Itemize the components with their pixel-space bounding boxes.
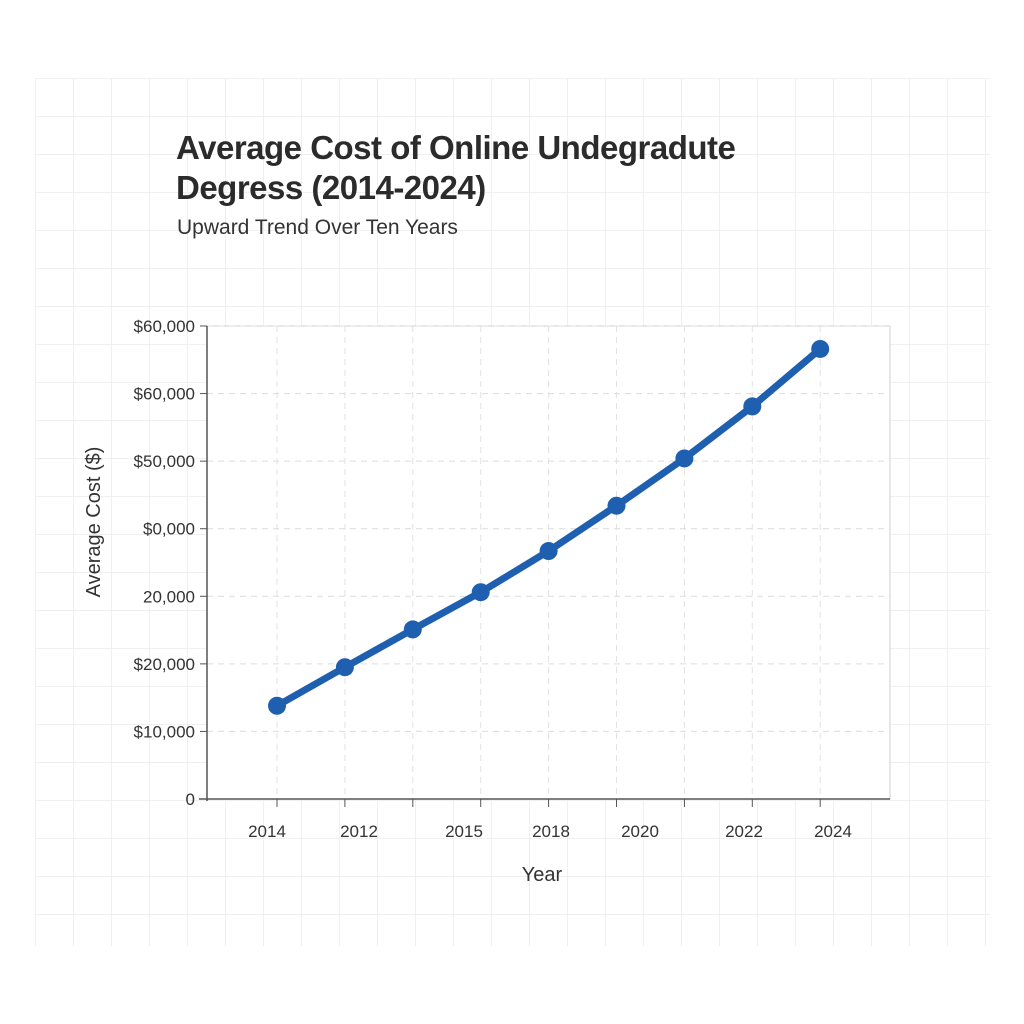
y-tick-label: $10,000 [134,722,195,741]
chart-subtitle: Upward Trend Over Ten Years [177,216,458,239]
chart-title: Average Cost of Online Undegradute Degre… [176,128,736,208]
y-tick-label: $50,000 [134,452,195,471]
data-point [335,658,354,677]
x-tick-label: 2015 [445,822,483,841]
data-point [471,583,490,602]
data-point [539,542,558,561]
chart-title-line-1: Average Cost of Online Undegradute [176,129,736,166]
x-tick-label: 2022 [725,822,763,841]
data-point [743,397,762,416]
x-tick-label: 2014 [248,822,286,841]
x-axis-label: Year [522,864,563,886]
y-tick-label: $60,000 [134,385,195,404]
x-tick-label: 2020 [621,822,659,841]
chart-title-line-2: Degress (2014-2024) [176,169,486,206]
y-tick-label: $60,000 [134,317,195,336]
y-tick-label: 0 [186,790,195,809]
x-tick-label: 2024 [814,822,852,841]
data-point [675,449,694,468]
y-tick-label: 20,000 [143,587,195,606]
x-tick-label: 2018 [532,822,570,841]
y-tick-label: $0,000 [143,520,195,539]
y-axis-label: Average Cost ($) [83,447,105,598]
x-tick-label: 2012 [340,822,378,841]
data-point [607,496,626,515]
data-point [268,696,286,715]
y-tick-label: $20,000 [134,655,195,674]
data-point [811,339,830,358]
data-point [403,620,422,639]
